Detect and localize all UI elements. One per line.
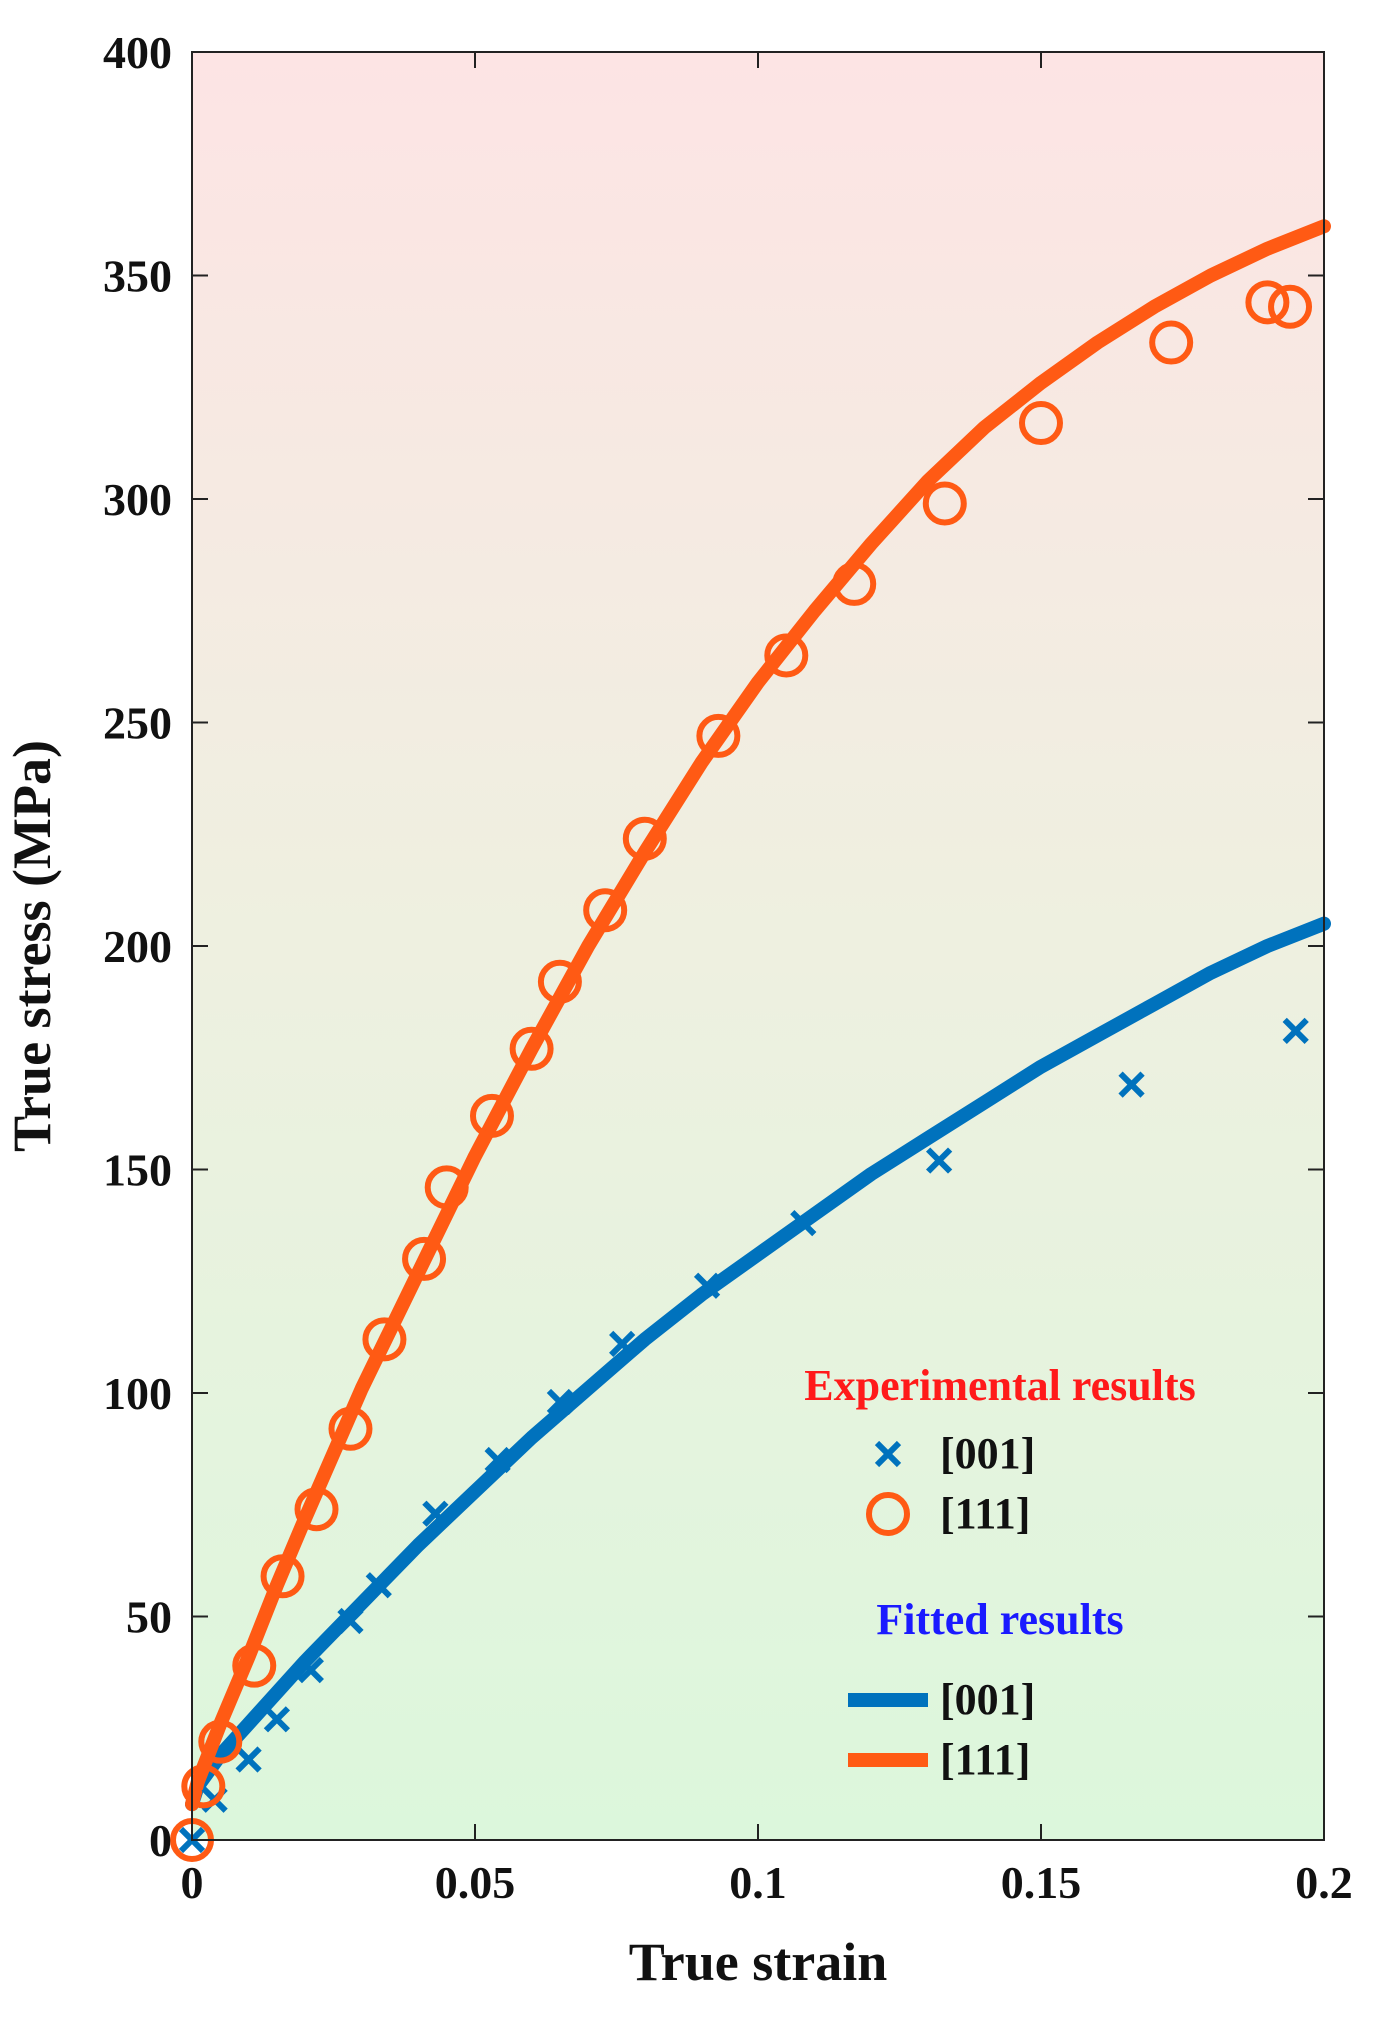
y-tick-label: 100 [103,1368,172,1419]
data-point-111 [1245,280,1290,325]
data-point-001 [422,1500,449,1527]
legend-fitted-entries: [001] [111] [848,1675,1035,1784]
data-point-001 [365,1572,392,1599]
legend-marker-x [874,1440,902,1468]
data-point-111 [1149,320,1194,365]
data-point-001 [297,1657,324,1684]
data-point-111 [1268,284,1313,329]
legend-fitted-heading: Fitted results [876,1595,1123,1644]
x-tick-label: 0.2 [1295,1857,1353,1908]
legend: Experimental results [001] [111] Fitted r… [804,1361,1196,1784]
y-tick-label: 200 [103,921,172,972]
legend-entry-label: [111] [940,1735,1030,1784]
plot-background [192,52,1324,1840]
data-point-111 [583,888,628,933]
data-point-001 [337,1607,364,1635]
data-point-001 [235,1746,262,1773]
x-tick-label: 0.05 [435,1857,516,1908]
legend-experimental-heading: Experimental results [804,1361,1196,1410]
data-point-111 [402,1236,447,1281]
y-tick-label: 350 [103,251,172,302]
x-tick-label: 0.15 [1001,1857,1082,1908]
x-axis-title: True strain [629,1932,887,1992]
data-point-111 [328,1406,373,1451]
data-point-111 [696,713,741,758]
x-tick-label: 0 [181,1857,204,1908]
data-point-111 [1019,401,1063,446]
y-tick-label: 50 [126,1592,172,1643]
fitted-line-111 [185,219,1331,1812]
data-point-001 [546,1388,574,1416]
data-point-001 [925,1147,953,1174]
data-point-001 [693,1272,721,1299]
data-point-111 [469,1093,514,1138]
x-tick-label: 0.1 [729,1857,787,1908]
data-point-111 [832,561,877,606]
tick-labels: 0 0.05 0.1 0.15 0.2 0 50 100 150 200 250 300 350 400 [103,27,1353,1908]
data-point-111 [294,1487,339,1532]
data-point-111 [622,816,667,861]
y-tick-label: 250 [103,698,172,749]
data-point-111 [537,959,582,1004]
legend-experimental-entries: [001] [111] [866,1429,1035,1538]
y-axis-title: True stress (MPa) [2,740,62,1152]
y-tick-label: 300 [103,474,172,525]
y-tick-label: 0 [149,1815,172,1866]
data-point-001 [1282,1017,1309,1045]
data-point-111 [764,633,809,678]
data-point-111 [922,481,967,526]
data-point-111 [424,1165,469,1210]
data-point-111 [362,1317,407,1362]
y-tick-label: 400 [103,27,172,78]
plot-frame [191,51,1325,1841]
data-point-001 [263,1706,291,1733]
legend-marker-o [866,1492,910,1536]
data-point-001 [790,1210,817,1237]
data-point-111 [181,1764,226,1809]
data-point-111 [260,1554,305,1599]
data-point-001 [609,1330,636,1357]
legend-entry-label: [001] [940,1675,1035,1724]
legend-entry-label: [001] [940,1429,1035,1478]
legend-entry-label: [111] [940,1489,1030,1538]
data-point-111 [509,1026,554,1071]
data-point-001 [484,1446,511,1474]
data-point-111 [232,1643,277,1688]
experimental-markers [170,280,1313,1862]
data-point-111 [198,1719,243,1764]
y-tick-label: 150 [103,1145,172,1196]
data-point-001 [1118,1071,1145,1098]
